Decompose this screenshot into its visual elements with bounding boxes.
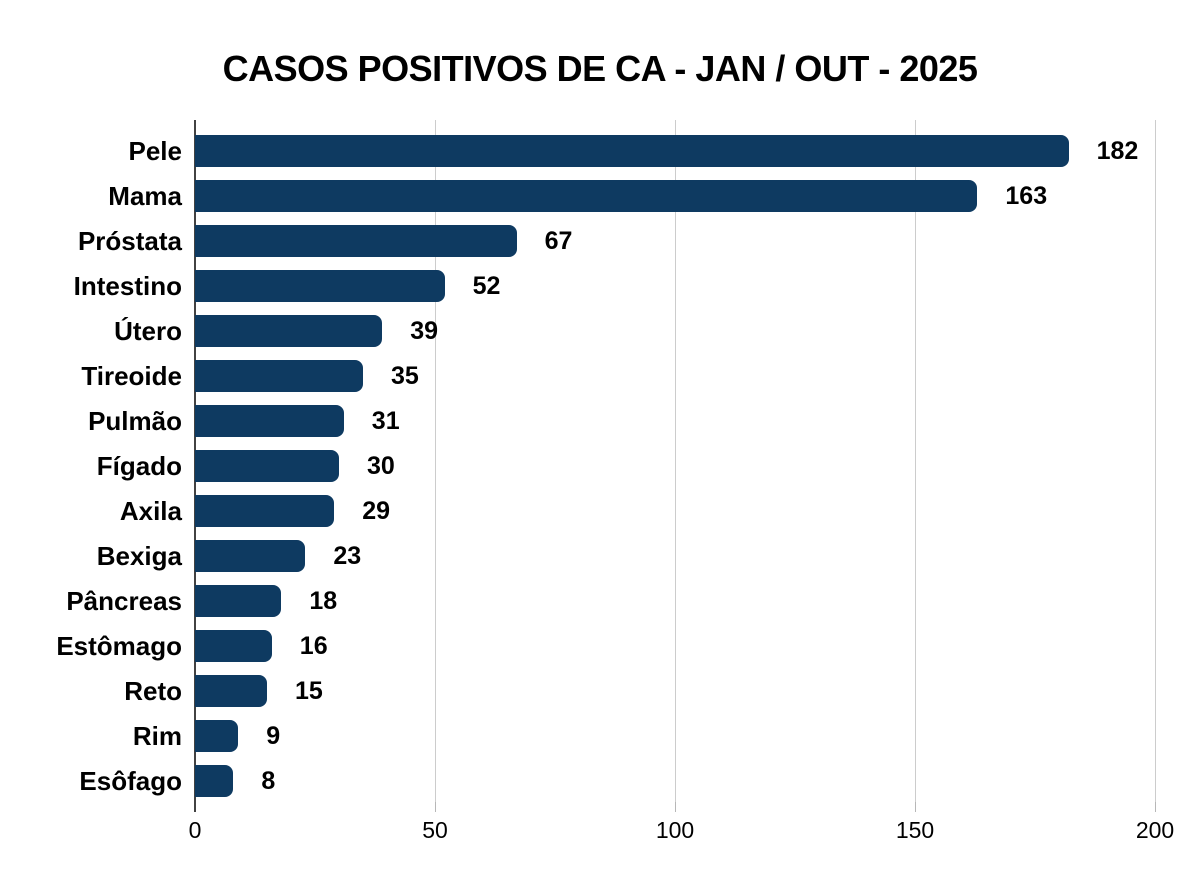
category-label: Rim xyxy=(132,721,182,751)
category-label: Estômago xyxy=(56,631,182,661)
value-label: 39 xyxy=(410,317,438,345)
category-label: Útero xyxy=(114,316,182,346)
category-label: Fígado xyxy=(96,451,182,481)
bar xyxy=(195,630,272,662)
chart-row: Pele 182 xyxy=(129,129,1155,174)
chart-row: Fígado 30 xyxy=(97,444,1155,489)
value-label: 9 xyxy=(266,722,281,750)
category-label: Pulmão xyxy=(88,406,182,436)
bar xyxy=(195,270,445,302)
category-label: Próstata xyxy=(77,226,182,256)
x-tick-label-100: 100 xyxy=(655,817,695,843)
tick-mark-200 xyxy=(1155,802,1156,812)
chart-row: Mama 163 xyxy=(108,174,1155,219)
bar xyxy=(195,225,517,257)
value-label: 35 xyxy=(391,362,419,390)
bar-rows: Pele 182 Mama 163 Próstata 67 Intestino 52 Útero… xyxy=(56,129,1155,804)
bar xyxy=(195,450,339,482)
chart-row: Bexiga 23 xyxy=(97,534,1155,579)
gridline-100 xyxy=(675,120,676,802)
value-label: 8 xyxy=(261,767,276,795)
bar xyxy=(195,180,978,212)
chart-row: Tireoide 35 xyxy=(81,354,1155,399)
category-label: Axila xyxy=(119,496,182,526)
chart-row: Útero 39 xyxy=(114,309,1155,354)
chart-row: Esôfago 8 xyxy=(79,759,1155,804)
gridline-150 xyxy=(915,120,916,802)
category-label: Pâncreas xyxy=(66,586,182,616)
plot-area: Pele 182 Mama 163 Próstata 67 Intestino 52 Útero… xyxy=(56,120,1174,843)
category-label: Pele xyxy=(128,136,183,166)
bar xyxy=(195,315,383,347)
category-label: Reto xyxy=(124,676,182,706)
chart-row: Rim 9 xyxy=(133,714,1155,759)
value-label: 52 xyxy=(472,272,501,300)
bar xyxy=(195,405,344,437)
category-label: Bexiga xyxy=(96,541,182,571)
bar xyxy=(195,495,335,527)
gridline-50 xyxy=(435,120,436,802)
value-label: 30 xyxy=(367,452,395,480)
tick-mark-150 xyxy=(915,802,916,812)
value-label: 163 xyxy=(1005,182,1048,210)
value-label: 15 xyxy=(295,677,323,705)
x-tick-label-200: 200 xyxy=(1135,817,1175,843)
bar xyxy=(195,135,1069,167)
value-label: 18 xyxy=(309,587,338,615)
tick-mark-100 xyxy=(675,802,676,812)
bar xyxy=(195,540,306,572)
value-label: 67 xyxy=(544,227,573,255)
x-tick-label-150: 150 xyxy=(895,817,935,843)
value-label: 29 xyxy=(362,497,390,525)
bar xyxy=(195,585,282,617)
gridline-200 xyxy=(1155,120,1156,802)
bar xyxy=(195,765,234,797)
category-label: Tireoide xyxy=(81,361,182,391)
bar xyxy=(195,720,239,752)
chart-row: Estômago 16 xyxy=(56,624,1155,669)
chart-row: Pâncreas 18 xyxy=(66,579,1155,624)
bar xyxy=(195,360,363,392)
chart-row: Próstata 67 xyxy=(78,219,1155,264)
value-label: 23 xyxy=(333,542,362,570)
category-label: Esôfago xyxy=(79,766,182,796)
chart-row: Intestino 52 xyxy=(74,264,1155,309)
x-tick-label-50: 50 xyxy=(422,817,448,843)
chart-title: CASOS POSITIVOS DE CA - JAN / OUT - 2025 xyxy=(222,48,978,89)
value-label: 182 xyxy=(1096,137,1139,165)
tick-mark-50 xyxy=(435,802,436,812)
value-label: 31 xyxy=(371,407,400,435)
chart-row: Axila 29 xyxy=(120,489,1155,534)
x-tick-label-0: 0 xyxy=(188,817,202,843)
category-label: Intestino xyxy=(73,271,182,301)
category-label: Mama xyxy=(108,181,182,211)
bar xyxy=(195,675,267,707)
chart-row: Pulmão 31 xyxy=(88,399,1155,444)
value-label: 16 xyxy=(299,632,328,660)
chart-row: Reto 15 xyxy=(124,669,1155,714)
